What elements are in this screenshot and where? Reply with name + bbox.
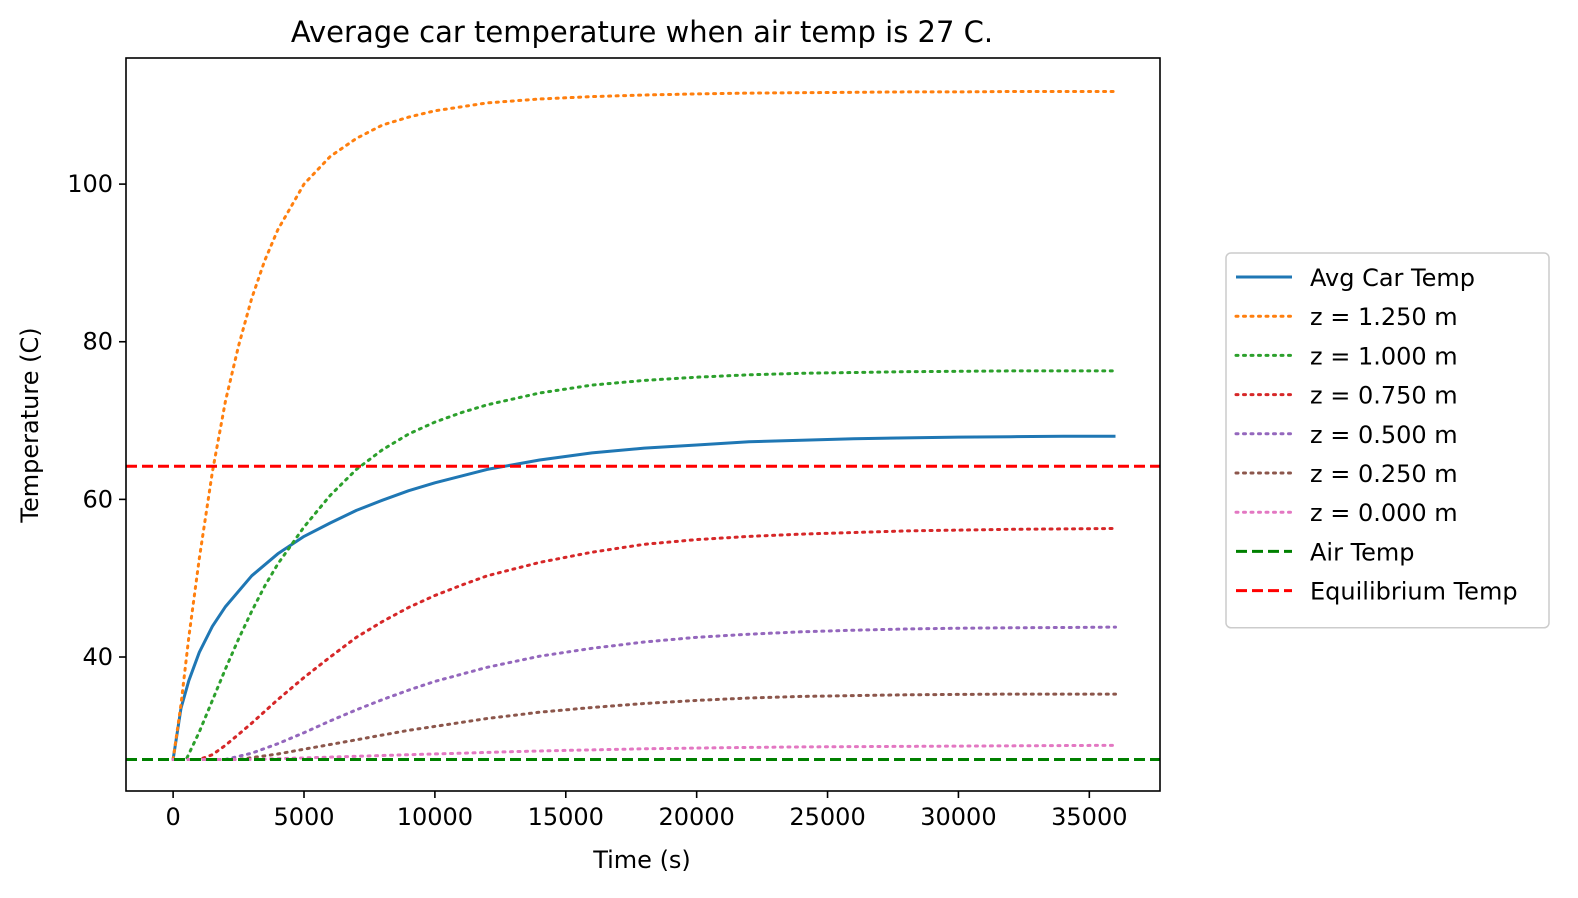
series-line-6 — [171, 743, 1117, 761]
y-tick-label-3: 100 — [67, 170, 113, 198]
series-line-4 — [171, 625, 1117, 761]
x-tick-label-3: 15000 — [528, 803, 604, 831]
y-tick-label-1: 60 — [82, 485, 113, 513]
x-tick-label-1: 5000 — [273, 803, 334, 831]
legend-label-8: Equilibrium Temp — [1310, 578, 1518, 606]
legend-label-0: Avg Car Temp — [1310, 264, 1475, 292]
legend-label-3: z = 0.750 m — [1310, 382, 1458, 410]
series-line-3 — [171, 527, 1117, 761]
x-tick-label-6: 30000 — [920, 803, 996, 831]
legend-label-2: z = 1.000 m — [1310, 342, 1458, 370]
legend-label-7: Air Temp — [1310, 538, 1415, 566]
legend-box — [1225, 252, 1550, 629]
series-line-1 — [171, 90, 1117, 761]
axes-frame — [125, 57, 1161, 792]
legend: Avg Car Temp z = 1.250 m z = 1.000 m z = 0.… — [1225, 252, 1550, 629]
x-axis-label: Time (s) — [592, 846, 691, 874]
y-tick-label-2: 80 — [82, 328, 113, 356]
legend-label-5: z = 0.250 m — [1310, 460, 1458, 488]
series-line-2 — [171, 369, 1117, 761]
x-tick-label-2: 10000 — [397, 803, 473, 831]
y-tick-label-0: 40 — [82, 643, 113, 671]
x-tick-label-0: 0 — [165, 803, 180, 831]
x-tick-label-7: 35000 — [1051, 803, 1127, 831]
series-line-5 — [171, 692, 1117, 761]
chart-title: Average car temperature when air temp is… — [291, 15, 993, 49]
series-line-0 — [171, 434, 1116, 760]
y-axis-label: Temperature (C) — [16, 327, 44, 523]
legend-label-4: z = 0.500 m — [1310, 421, 1458, 449]
legend-label-1: z = 1.250 m — [1310, 303, 1458, 331]
x-tick-label-5: 25000 — [789, 803, 865, 831]
x-tick-label-4: 20000 — [658, 803, 734, 831]
plot-area: 0 5000 10000 15000 20000 25000 30000 35000 40 60 8… — [67, 57, 1161, 831]
legend-label-6: z = 0.000 m — [1310, 499, 1458, 527]
